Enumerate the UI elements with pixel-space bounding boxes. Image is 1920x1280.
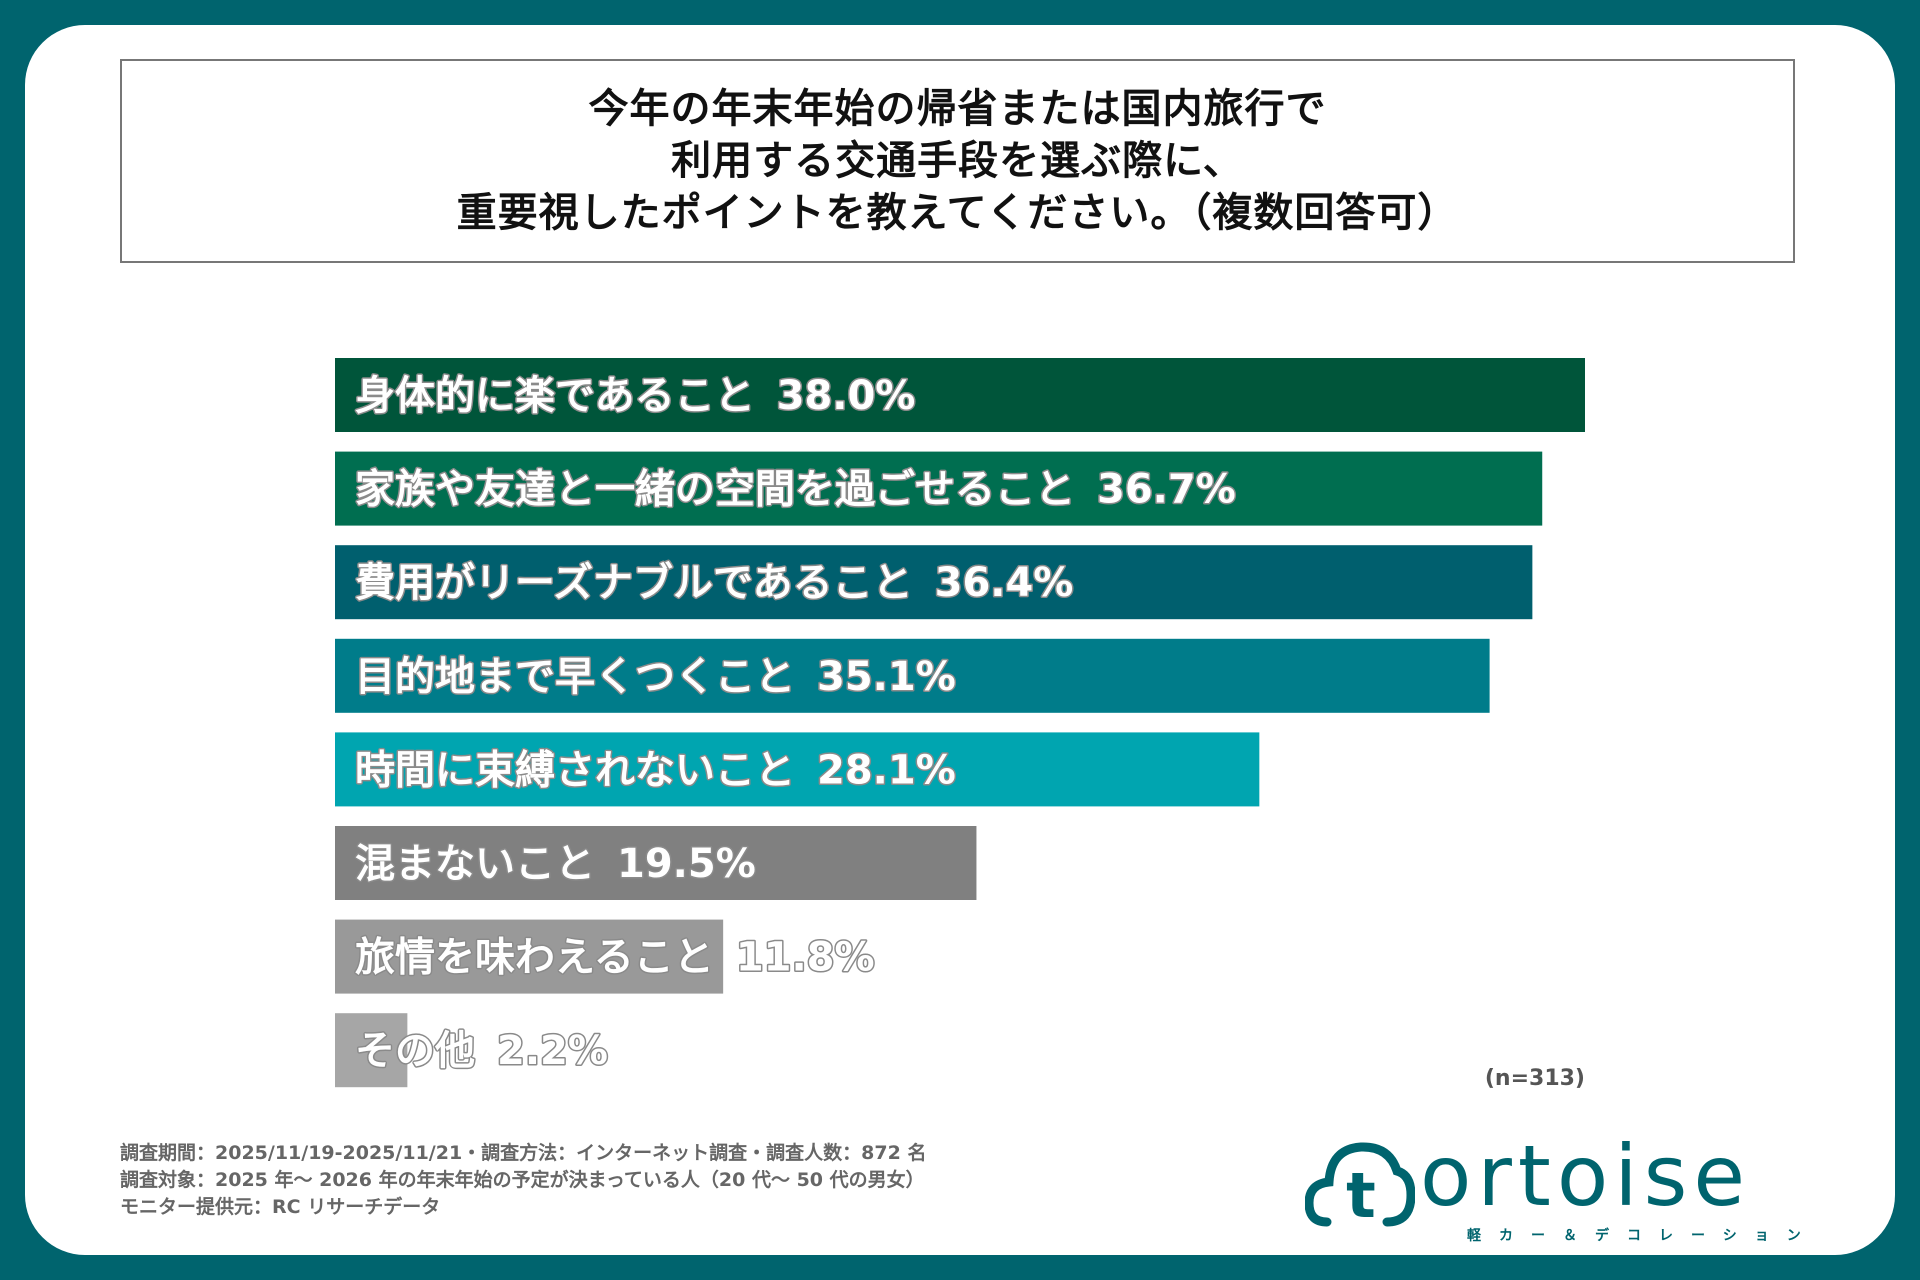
bar-label-8: その他 2.2% [355, 1028, 608, 1074]
bar-category-8: その他 [355, 1028, 475, 1074]
bar-5 [335, 732, 1260, 807]
bar-label-7: 旅情を味わえること 11.8% [355, 935, 875, 981]
footnote-source: モニター提供元：RC リサーチデータ [120, 1196, 441, 1218]
bar-label-1: 身体的に楽であること 38.0% [355, 373, 915, 419]
bar-7 [335, 919, 724, 994]
bar-category-5: 時間に束縛されないこと [355, 747, 795, 793]
bar-1 [335, 358, 1585, 432]
bar-8 [335, 1013, 408, 1088]
logo-badge-letter: t [1346, 1159, 1376, 1232]
tortoise-logo: t ortoise 軽カー＆デコレーション [1305, 1125, 1845, 1255]
bar-value-label-2: 36.7% [1097, 467, 1236, 513]
bar-label-6: 混まないこと 19.5% [355, 841, 756, 887]
footnote-target: 調査対象：2025 年～ 2026 年の年末年始の予定が決まっている人（20 代… [120, 1169, 925, 1191]
logo-wordmark: ortoise [1420, 1127, 1752, 1225]
card: 今年の年末年始の帰省または国内旅行で 利用する交通手段を選ぶ際に、 重要視したポ… [25, 25, 1895, 1255]
bar-category-3: 費用がリーズナブルであること [355, 560, 913, 606]
bar-4 [335, 638, 1490, 713]
chart-title-box: 今年の年末年始の帰省または国内旅行で 利用する交通手段を選ぶ際に、 重要視したポ… [120, 59, 1795, 263]
bar-category-7: 旅情を味わえること [355, 935, 714, 981]
bar-value-label-7: 11.8% [736, 935, 875, 981]
bar-category-2: 家族や友達と一緒の空間を過ごせること [355, 467, 1075, 513]
bar-value-label-3: 36.4% [935, 560, 1074, 606]
bar-3 [335, 545, 1533, 620]
footnote-period: 調査期間：2025/11/19-2025/11/21・調査方法：インターネット調… [120, 1142, 927, 1164]
chart-title-line-1: 今年の年末年始の帰省または国内旅行で [588, 86, 1327, 132]
bar-category-6: 混まないこと [355, 841, 595, 887]
bar-category-4: 目的地まで早くつくこと [355, 654, 795, 700]
bar-label-3: 費用がリーズナブルであること 36.4% [355, 560, 1073, 606]
chart-title-line-2: 利用する交通手段を選ぶ際に、 [671, 138, 1244, 184]
logo-tagline: 軽カー＆デコレーション [1467, 1228, 1819, 1244]
bar-chart: 身体的に楽であること 38.0% 家族や友達と一緒の空間を過ごせること 36.7% 費用… [335, 358, 1585, 1091]
sample-size-note: (n=313) [1485, 1066, 1585, 1091]
chart-title-line-3: 重要視したポイントを教えてください。（複数回答可） [456, 190, 1459, 236]
bar-value-label-8: 2.2% [497, 1028, 608, 1074]
bar-value-label-1: 38.0% [777, 373, 916, 419]
bar-label-5: 時間に束縛されないこと 28.1% [355, 747, 956, 793]
bar-value-label-4: 35.1% [817, 654, 956, 700]
bar-label-2: 家族や友達と一緒の空間を過ごせること 36.7% [355, 467, 1236, 513]
bar-2 [335, 451, 1543, 526]
cloud-badge-icon: t [1305, 1142, 1415, 1232]
survey-footnotes: 調査期間：2025/11/19-2025/11/21・調査方法：インターネット調… [120, 1140, 926, 1221]
bar-6 [335, 826, 977, 900]
bar-value-label-5: 28.1% [817, 747, 956, 793]
bar-label-4: 目的地まで早くつくこと 35.1% [355, 654, 956, 700]
bar-value-label-6: 19.5% [617, 841, 756, 887]
bar-category-1: 身体的に楽であること [355, 373, 755, 419]
